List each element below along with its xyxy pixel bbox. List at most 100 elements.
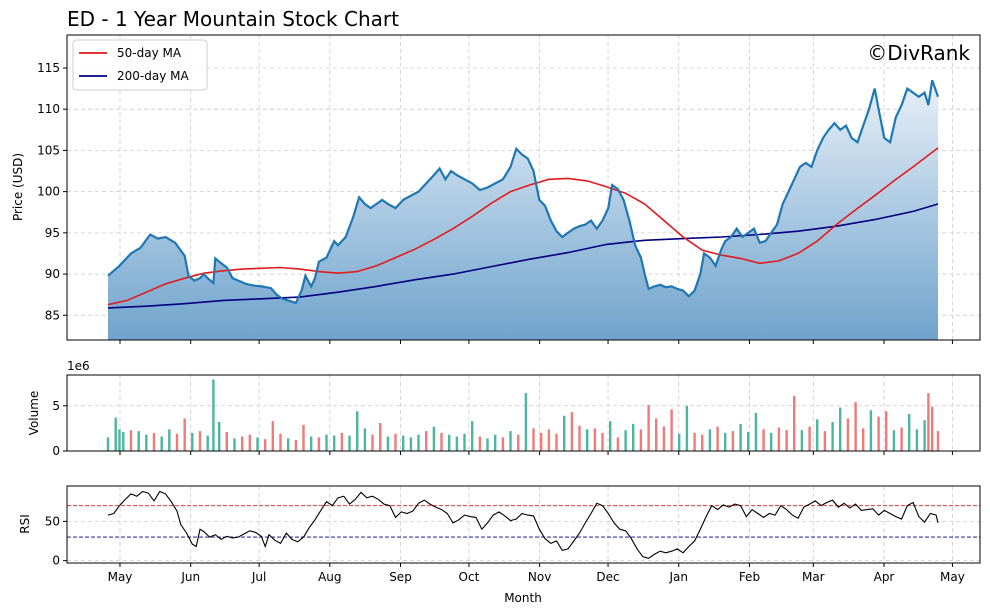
volume-bar xyxy=(371,434,374,451)
volume-bar xyxy=(168,429,171,451)
rsi-line xyxy=(107,490,939,559)
volume-bar xyxy=(839,407,842,451)
volume-bar xyxy=(145,434,148,451)
volume-y-axis: 05 xyxy=(52,399,67,458)
volume-bar xyxy=(639,429,643,451)
volume-bar xyxy=(478,436,482,451)
volume-bar xyxy=(218,422,221,451)
volume-bar xyxy=(129,430,133,451)
volume-bar xyxy=(632,423,635,451)
volume-bar xyxy=(386,436,390,451)
month-x-axis: May Jun Jul Aug Sep Oct Nov Dec Jan Feb Mar Apr May xyxy=(108,563,965,584)
volume-bar xyxy=(609,421,612,451)
volume-bar xyxy=(152,432,156,451)
price-y-label: Price (USD) xyxy=(11,153,25,221)
price-line xyxy=(107,79,940,305)
volume-bar xyxy=(183,418,186,451)
rsi-gridlines xyxy=(67,486,980,563)
volume-bar xyxy=(578,425,581,451)
volume-bar xyxy=(777,427,781,451)
volume-bar xyxy=(212,379,215,451)
y-tick-label: 115 xyxy=(37,61,60,75)
y-tick-label: 95 xyxy=(45,226,60,240)
volume-bar xyxy=(770,432,773,451)
volume-scale-label: 1e6 xyxy=(67,359,90,373)
y-tick-label: 50 xyxy=(45,514,60,528)
x-tick-label-sep: Sep xyxy=(389,570,412,584)
volume-bar xyxy=(509,431,512,451)
volume-bar xyxy=(793,395,796,451)
volume-bar xyxy=(931,406,934,451)
volume-bar xyxy=(754,413,758,451)
volume-bar xyxy=(616,437,620,451)
volume-bar xyxy=(432,426,436,451)
x-tick-label-aug: Aug xyxy=(318,570,341,584)
volume-bar xyxy=(425,431,428,451)
volume-bar xyxy=(363,428,367,451)
volume-bar xyxy=(647,404,650,451)
x-tick-label-apr: Apr xyxy=(874,570,895,584)
volume-bar xyxy=(708,429,712,451)
volume-bar xyxy=(716,426,719,451)
x-tick-label-may: May xyxy=(108,570,133,584)
x-tick-label-jun: Jun xyxy=(180,570,200,584)
y-tick-label: 100 xyxy=(37,185,60,199)
price-panel: 85 90 95 100 105 110 115 Price (USD) 50-day MA… xyxy=(11,34,981,344)
y-tick-label: 110 xyxy=(37,102,60,116)
volume-bar xyxy=(160,436,163,451)
price-axes-frame xyxy=(66,34,981,341)
volume-panel: 05 1e6 Volume xyxy=(27,359,981,458)
volume-bar xyxy=(271,421,274,451)
volume-bar xyxy=(379,423,382,451)
volume-bar xyxy=(241,436,244,451)
volume-bar xyxy=(846,418,850,451)
price-x-ticks xyxy=(119,340,953,344)
volume-bar xyxy=(248,434,251,451)
volume-bar xyxy=(448,434,451,451)
volume-bar xyxy=(118,429,121,451)
volume-bar xyxy=(225,432,228,451)
volume-bar xyxy=(547,429,551,451)
legend: 50-day MA 200-day MA xyxy=(72,39,208,91)
volume-bar xyxy=(862,428,865,451)
volume-bar xyxy=(532,428,535,451)
volume-bar xyxy=(317,437,321,451)
watermark-text: ©DivRank xyxy=(867,41,970,65)
volume-bar xyxy=(501,437,505,451)
volume-bar xyxy=(402,435,405,451)
x-tick-label-may: May xyxy=(940,570,965,584)
volume-x-ticks xyxy=(119,451,953,455)
volume-bar xyxy=(356,411,359,451)
volume-bar xyxy=(555,433,558,451)
volume-bar xyxy=(294,440,298,451)
volume-bar xyxy=(137,431,140,451)
volume-bar xyxy=(693,432,696,451)
volume-bars xyxy=(106,379,940,451)
volume-bar xyxy=(106,437,110,451)
ma50-line xyxy=(107,147,939,306)
volume-bar xyxy=(486,438,489,451)
volume-bar xyxy=(701,434,704,451)
volume-bar xyxy=(524,393,528,451)
volume-bar xyxy=(563,415,566,451)
volume-bar xyxy=(908,413,911,451)
x-tick-label-dec: Dec xyxy=(596,570,619,584)
volume-bar xyxy=(823,431,827,451)
volume-bar xyxy=(455,436,459,451)
volume-bar xyxy=(724,432,727,451)
y-tick-label: 0 xyxy=(52,444,60,458)
volume-bar xyxy=(785,430,788,451)
volume-bar xyxy=(915,429,919,451)
volume-bar xyxy=(471,421,474,451)
volume-bar xyxy=(601,432,604,451)
legend-label-ma200: 200-day MA xyxy=(117,69,189,83)
volume-bar xyxy=(655,418,658,451)
volume-bar xyxy=(593,428,597,451)
volume-bar xyxy=(869,410,873,451)
volume-bar xyxy=(570,412,574,451)
volume-bar xyxy=(494,434,497,451)
price-mountain-area xyxy=(108,80,938,340)
volume-bar xyxy=(310,436,313,451)
volume-bar xyxy=(417,434,420,451)
volume-bar xyxy=(877,416,880,451)
